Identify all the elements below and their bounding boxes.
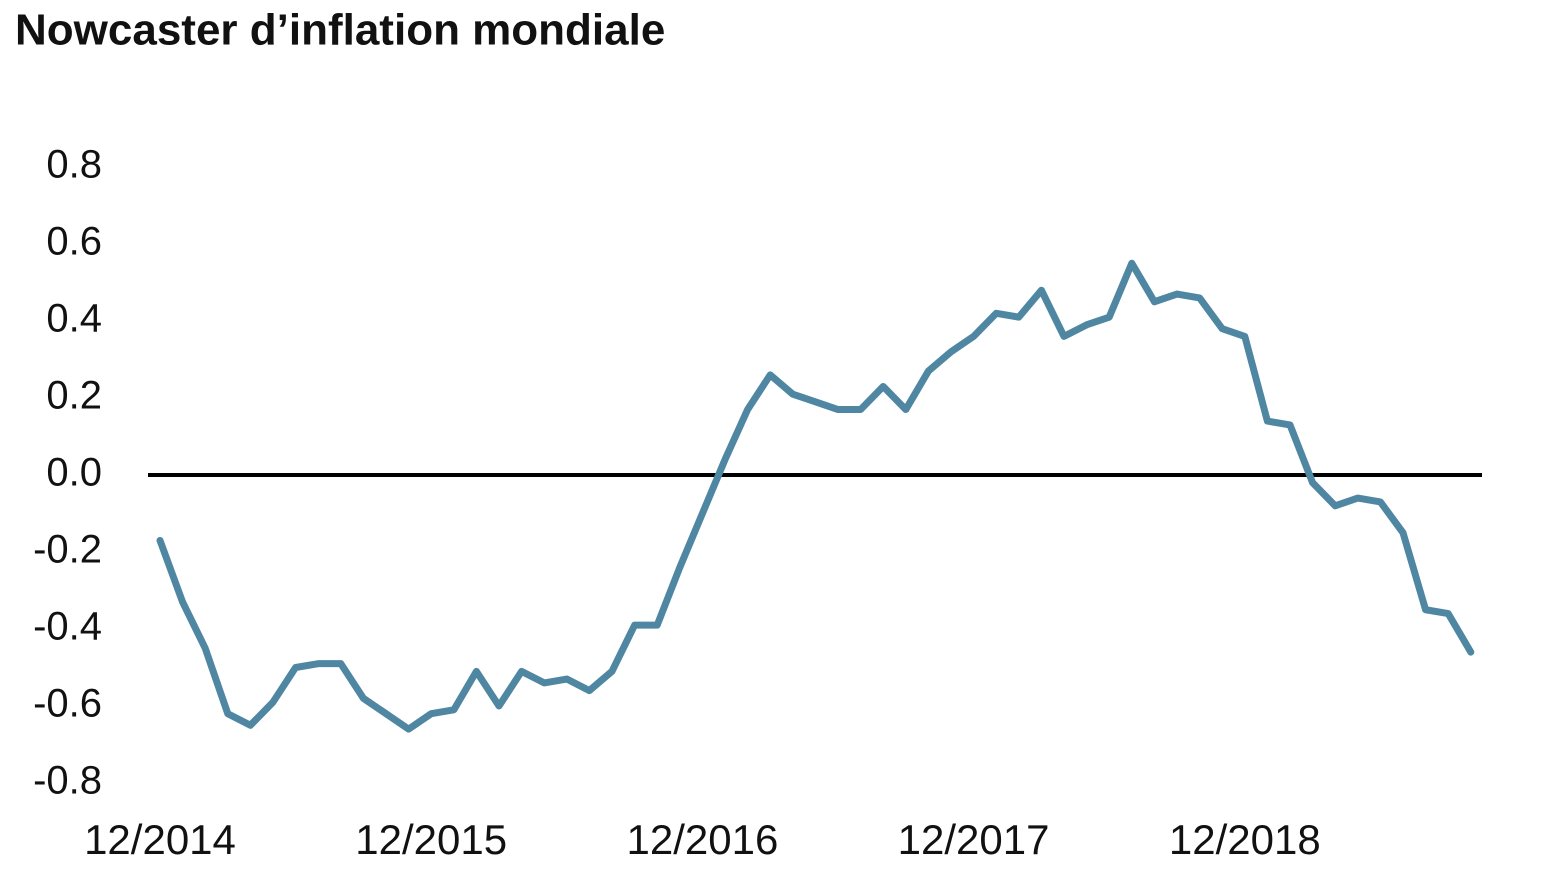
chart-title: Nowcaster d’inflation mondiale (15, 6, 665, 55)
x-tick-label: 12/2014 (84, 816, 236, 863)
y-tick-label: 0.6 (46, 220, 102, 264)
x-tick-label: 12/2017 (898, 816, 1050, 863)
y-tick-label: -0.6 (33, 682, 102, 726)
y-tick-label: 0.8 (46, 143, 102, 187)
x-tick-label: 12/2015 (355, 816, 507, 863)
y-tick-label: 0.4 (46, 297, 102, 341)
y-tick-label: -0.8 (33, 759, 102, 803)
y-tick-label: -0.2 (33, 528, 102, 572)
y-tick-label: -0.4 (33, 605, 102, 649)
y-tick-label: 0.0 (46, 451, 102, 495)
x-tick-label: 12/2016 (626, 816, 778, 863)
y-tick-label: 0.2 (46, 374, 102, 418)
data-line (156, 259, 1475, 733)
x-tick-label: 12/2018 (1169, 816, 1321, 863)
